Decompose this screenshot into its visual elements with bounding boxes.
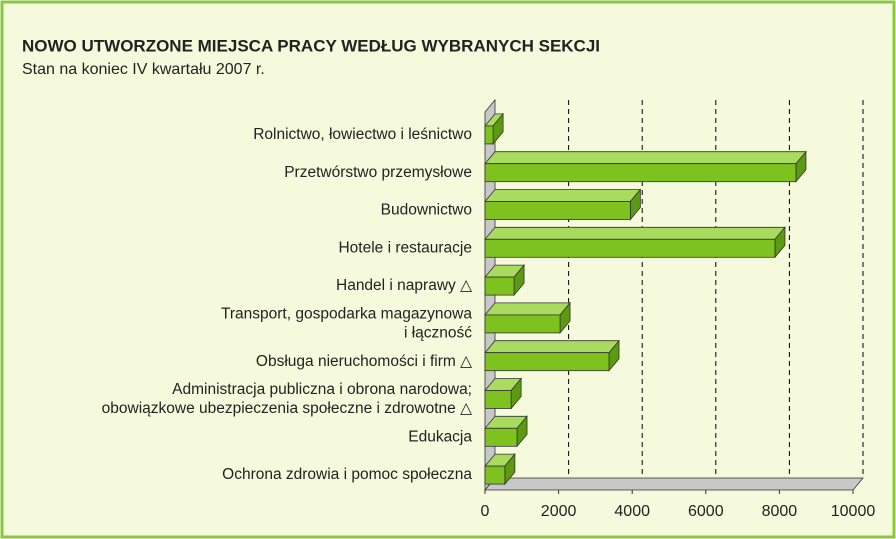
bar-top (484, 340, 620, 354)
floor (484, 477, 864, 491)
bar (484, 263, 525, 297)
bar-top (484, 151, 807, 165)
bar (484, 415, 528, 448)
bar-front (484, 276, 515, 296)
bar-front (484, 352, 610, 372)
y-tick-label: Transport, gospodarka magazynowa (221, 305, 472, 322)
bar-front (484, 314, 561, 334)
bar-front (484, 390, 512, 409)
bar-front (484, 427, 518, 447)
y-tick-label: Edukacja (408, 428, 472, 445)
x-tick-label: 0 (481, 503, 490, 520)
y-tick-label: Ochrona zdrowia i pomoc społeczna (222, 466, 472, 483)
bar (484, 377, 522, 410)
x-tick-label: 2000 (541, 503, 577, 520)
x-tick-label: 10000 (831, 503, 876, 520)
y-tick-label: Rolnictwo, łowiectwo i leśnictwo (253, 126, 472, 143)
bar (484, 150, 807, 183)
bar-front (484, 201, 631, 220)
y-tick-label: Handel i naprawy △ (336, 277, 473, 294)
x-tick-label: 8000 (762, 503, 798, 520)
bar (484, 452, 516, 486)
chart-title: NOWO UTWORZONE MIEJSCA PRACY WEDŁUG WYBR… (22, 36, 600, 55)
x-tick-label: 6000 (688, 503, 724, 520)
bar-top (484, 189, 642, 202)
bar (484, 226, 786, 259)
y-tick-label: Budownictwo (381, 202, 472, 219)
bar-front (484, 465, 506, 485)
x-tick-label: 4000 (614, 503, 650, 520)
y-tick-label: Hotele i restauracje (338, 239, 472, 256)
bar-top (484, 226, 786, 240)
y-tick-label: i łączność (404, 324, 472, 341)
y-tick-label: Przetwórstwo przemysłowe (284, 164, 472, 181)
bar (484, 301, 571, 335)
bar-front (484, 238, 776, 258)
y-tick-label: Obsługa nieruchomości i firm △ (256, 353, 473, 370)
chart-subtitle: Stan na koniec IV kwartału 2007 r. (22, 61, 265, 78)
bar (484, 339, 620, 372)
bar (484, 188, 642, 221)
bar-front (484, 163, 797, 183)
y-tick-label: obowiązkowe ubezpieczenia społeczne i zd… (102, 400, 473, 417)
bar-top (484, 302, 571, 316)
y-tick-label: Administracja publiczna i obrona narodow… (172, 381, 472, 398)
bar (484, 112, 504, 146)
bar-front (484, 125, 494, 145)
